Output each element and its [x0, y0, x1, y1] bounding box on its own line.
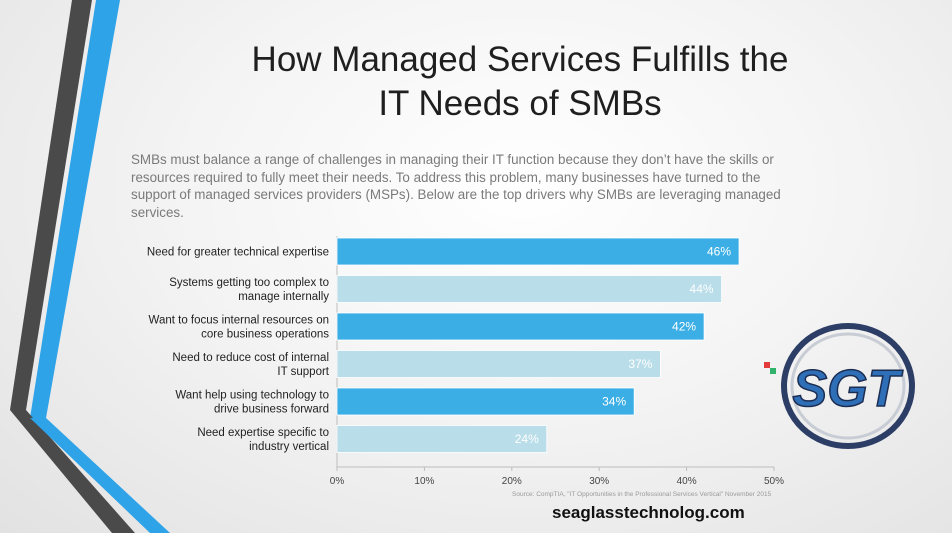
category-label: manage internally	[238, 291, 329, 303]
stripe-gray-upper	[10, 0, 92, 410]
x-tick-label: 40%	[677, 476, 697, 487]
x-tick-label: 10%	[414, 476, 434, 487]
category-label: Need expertise specific to	[197, 427, 329, 439]
bar-value-label: 46%	[707, 245, 731, 259]
category-label: drive business forward	[214, 404, 329, 416]
category-label: Systems getting too complex to	[169, 277, 329, 289]
sgt-logo: SGT	[764, 323, 915, 449]
bar-value-label: 37%	[628, 357, 652, 371]
source-note: Source: CompTIA, "IT Opportunities in th…	[512, 491, 772, 498]
title-line-2: IT Needs of SMBs	[378, 84, 662, 123]
category-label: industry vertical	[249, 441, 329, 453]
bar-value-label: 34%	[602, 395, 626, 409]
bar-value-label: 44%	[690, 282, 714, 296]
bar	[336, 350, 661, 378]
logo-text: SGT	[793, 360, 904, 418]
stripe-blue-upper	[30, 0, 120, 418]
stripe-gray-lower	[10, 410, 135, 533]
category-label: Need for greater technical expertise	[147, 247, 329, 259]
website-label: seaglasstechnolog.com	[552, 503, 745, 522]
bar	[336, 275, 722, 303]
category-label: Want help using technology to	[175, 390, 329, 402]
category-label: IT support	[277, 366, 329, 378]
category-label: Need to reduce cost of internal	[172, 352, 329, 364]
category-label: Want to focus internal resources on	[149, 315, 329, 327]
intro-paragraph: SMBs must balance a range of challenges …	[131, 152, 781, 220]
bar	[336, 425, 548, 453]
x-tick-label: 30%	[589, 476, 609, 487]
category-label: core business operations	[201, 329, 329, 341]
stripe-blue-lower	[30, 418, 170, 533]
x-tick-label: 20%	[502, 476, 522, 487]
bar-value-label: 42%	[672, 320, 696, 334]
bar-value-label: 24%	[515, 432, 539, 446]
bar	[336, 237, 740, 266]
x-tick-label: 50%	[764, 476, 784, 487]
bar	[336, 312, 705, 341]
bar	[336, 387, 635, 416]
title-line-1: How Managed Services Fulfills the	[251, 40, 789, 79]
x-tick-label: 0%	[330, 476, 345, 487]
page-title: How Managed Services Fulfills the IT Nee…	[230, 38, 810, 126]
